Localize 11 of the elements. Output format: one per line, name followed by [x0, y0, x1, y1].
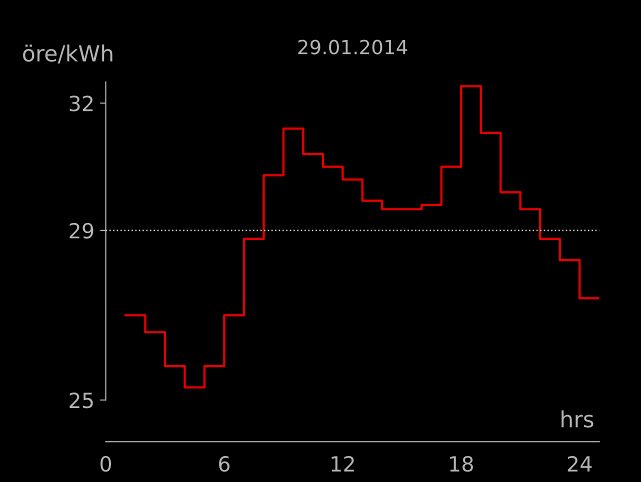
chart-title: 29.01.2014 — [298, 40, 408, 54]
x-tick-label: 12 — [332, 456, 354, 472]
y-axis-title: öre/kWh — [23, 44, 112, 64]
y-tick-label: 25 — [70, 392, 93, 408]
y-tick-label: 29 — [70, 222, 94, 239]
x-tick-label: 24 — [568, 456, 592, 472]
x-tick-label: 6 — [219, 456, 230, 472]
x-tick-label: 0 — [100, 456, 112, 472]
x-tick-label: 18 — [450, 456, 473, 472]
y-tick-label: 32 — [70, 96, 93, 112]
x-axis-title: hrs — [562, 410, 594, 428]
